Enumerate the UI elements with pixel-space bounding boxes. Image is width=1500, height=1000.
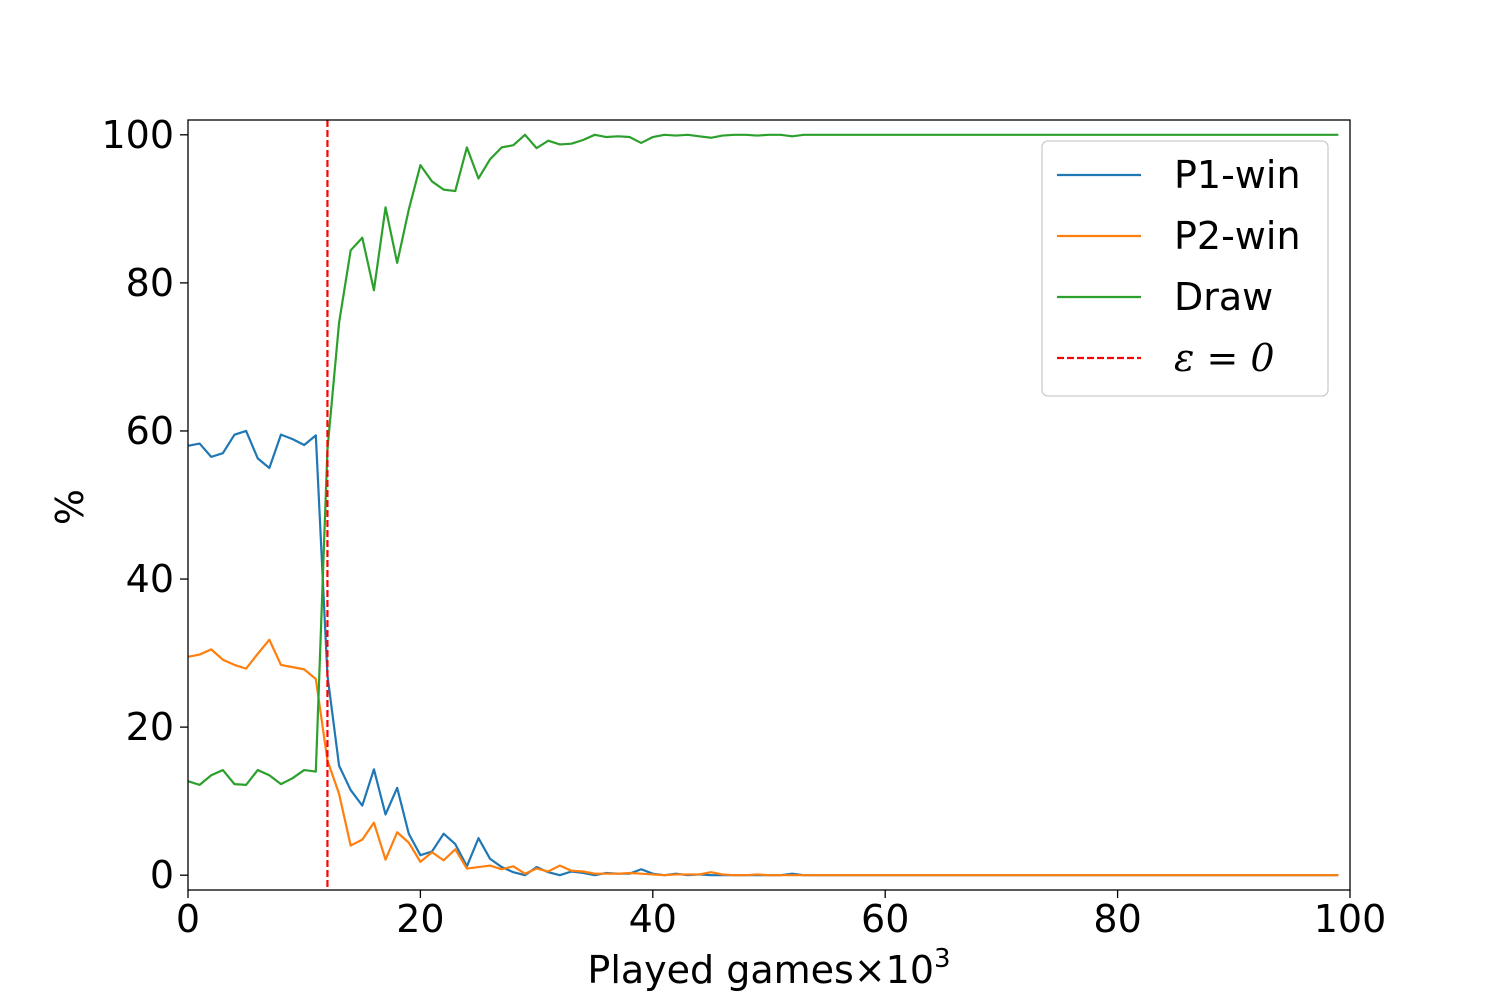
x-tick-label: 80 [1093, 897, 1141, 941]
y-tick-label: 100 [101, 113, 174, 157]
y-axis-title: % [48, 489, 92, 525]
x-tick-label: 100 [1314, 897, 1387, 941]
x-axis-title-superscript: 3 [934, 944, 951, 974]
legend-label-draw: Draw [1174, 275, 1273, 319]
x-tick-label: 60 [861, 897, 909, 941]
series-line-p2-win [187, 638, 1339, 877]
x-tick-label: 40 [629, 897, 677, 941]
y-axis-ticks: 0 20 40 60 80 100 [101, 113, 188, 897]
legend-label-p1-win: P1-win [1174, 153, 1301, 197]
x-tick-label: 20 [396, 897, 444, 941]
series-layer [187, 133, 1339, 877]
legend: P1-win P2-win Draw ε = 0 [1041, 140, 1329, 397]
y-tick-label: 20 [126, 705, 174, 749]
legend-box [1041, 140, 1329, 397]
legend-label-epsilon: ε = 0 [1174, 336, 1275, 380]
series-line-draw [187, 133, 1339, 786]
y-tick-label: 40 [126, 557, 174, 601]
y-tick-label: 0 [150, 853, 174, 897]
plot-frame [187, 119, 1351, 891]
y-tick-label: 60 [126, 409, 174, 453]
x-axis-title: Played games×103 [587, 944, 950, 992]
y-tick-label: 80 [126, 261, 174, 305]
x-tick-label: 0 [176, 897, 200, 941]
x-axis-ticks: 0 20 40 60 80 100 [176, 890, 1386, 941]
legend-label-p2-win: P2-win [1174, 214, 1301, 258]
